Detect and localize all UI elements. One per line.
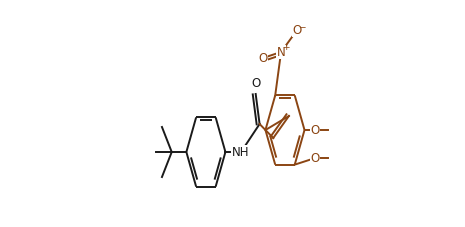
Text: +: +: [282, 43, 290, 52]
Text: O: O: [292, 24, 302, 37]
Text: O: O: [311, 151, 320, 165]
Text: NH: NH: [232, 146, 250, 158]
Text: O: O: [259, 52, 268, 64]
Text: O: O: [251, 77, 260, 90]
Text: N: N: [277, 45, 286, 59]
Text: O: O: [311, 123, 320, 136]
Text: −: −: [299, 22, 306, 31]
